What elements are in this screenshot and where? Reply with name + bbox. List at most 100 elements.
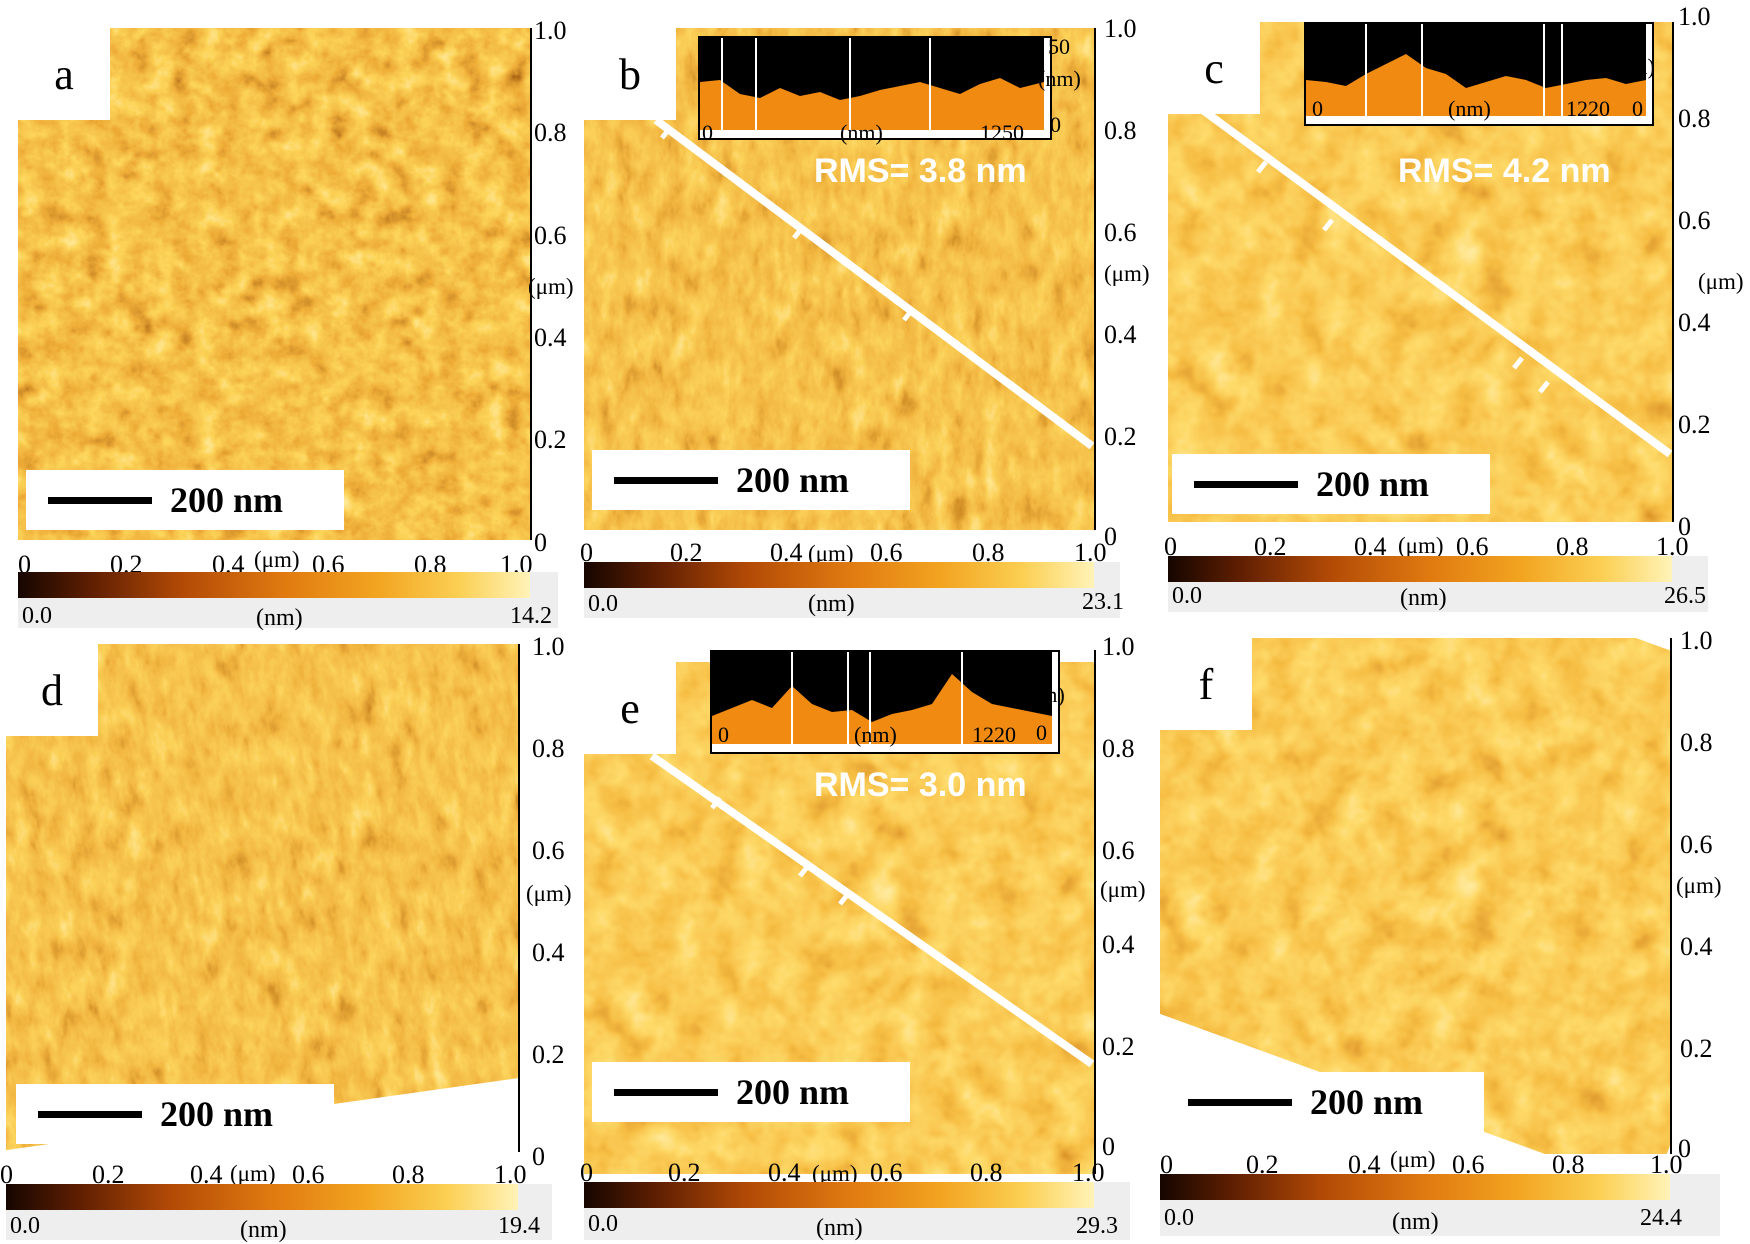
x-unit: (μm)	[1398, 533, 1444, 558]
y-tick: 0	[532, 1142, 545, 1171]
y-tick: 1.0	[1680, 626, 1713, 655]
panel-b: b 50 (nm) 0 0 (nm) 1250 RMS= 3.8 nm 200 …	[580, 0, 1160, 630]
scale-bar-label: 200 nm	[736, 1072, 850, 1112]
panel-label: b	[584, 28, 676, 120]
y-tick: 0.2	[534, 425, 567, 454]
colorbar	[1168, 556, 1672, 582]
colorbar-min: 0.0	[1164, 1205, 1194, 1231]
y-tick: 0	[534, 528, 547, 557]
y-tick: 1.0	[1678, 2, 1711, 31]
panel-label: a	[18, 28, 110, 120]
scale-bar-label: 200 nm	[170, 480, 284, 520]
panel-f: f 200 nm 1.0 0.8 0.6 (μm) 0.4 0.2 0 0 0.…	[1160, 626, 1750, 1244]
y-tick: 0.8	[1102, 734, 1135, 763]
y-unit: (μm)	[1104, 261, 1150, 286]
colorbar-min: 0.0	[588, 591, 618, 617]
line-profile-inset: 50 (nm) 0 0 (nm) 1250	[698, 36, 1081, 144]
y-tick: 0	[1104, 522, 1117, 551]
x-tick: 0.4	[1354, 532, 1387, 561]
inset-x-max: 1250	[980, 120, 1024, 145]
x-tick: 0.2	[92, 1160, 125, 1189]
inset-y-min: 0	[1050, 112, 1061, 137]
x-unit: (μm)	[808, 541, 854, 566]
scale-bar	[614, 1088, 718, 1096]
rms-label: RMS= 3.8 nm	[814, 152, 1027, 190]
y-tick: 1.0	[1104, 14, 1137, 43]
x-tick: 0.2	[668, 1158, 701, 1187]
panel-d: d 200 nm 1.0 0.8 0.6 (μm) 0.4 0.2 0 0 0.…	[0, 630, 575, 1244]
colorbar-unit: (nm)	[240, 1217, 287, 1243]
y-tick: 0.4	[1104, 320, 1137, 349]
y-tick: 0.6	[534, 221, 567, 250]
height-profile	[712, 674, 1052, 744]
y-tick: 0.2	[1102, 1032, 1135, 1061]
profile-marker	[902, 308, 914, 322]
x-tick: 0	[0, 1160, 13, 1189]
scale-bar-box: 200 nm	[16, 1084, 334, 1144]
colorbar-min: 0.0	[588, 1211, 618, 1237]
profile-marker	[1256, 160, 1268, 174]
x-tick: 1.0	[1072, 1158, 1105, 1187]
y-tick: 0.8	[534, 118, 567, 147]
y-tick: 0.8	[1104, 116, 1137, 145]
profile-marker	[1322, 218, 1334, 232]
colorbar-max: 23.1	[1082, 589, 1124, 615]
colorbar-max: 29.3	[1076, 1213, 1118, 1239]
scale-bar-label: 200 nm	[1316, 464, 1430, 504]
x-tick: 0.2	[1254, 532, 1287, 561]
y-unit: (μm)	[1676, 873, 1722, 898]
x-tick: 0.6	[870, 538, 903, 567]
x-tick: 0.6	[292, 1160, 325, 1189]
y-tick: 1.0	[1102, 632, 1135, 661]
colorbar-unit: (nm)	[1400, 585, 1447, 611]
x-unit: (μm)	[1390, 1147, 1436, 1172]
x-tick: 0	[1160, 1150, 1173, 1179]
scale-bar-box: 200 nm	[592, 1062, 910, 1122]
y-axis-line	[1094, 28, 1096, 530]
x-tick: 0.4	[768, 1158, 801, 1187]
inset-y-max: 50	[1618, 22, 1640, 47]
x-unit: (μm)	[254, 547, 300, 572]
colorbar-max: 24.4	[1640, 1205, 1682, 1231]
y-tick: 0.8	[1680, 728, 1713, 757]
y-tick: 0.6	[1102, 836, 1135, 865]
colorbar	[584, 562, 1094, 588]
line-profile-inset: 50 (nm) 0 0 (nm) 1220	[710, 650, 1065, 754]
y-tick: 0	[1102, 1132, 1115, 1161]
rms-label: RMS= 3.0 nm	[814, 766, 1027, 804]
panel-c: c 50 (nm) 0 0 (nm) 1220 RMS= 4.2 nm 200 …	[1160, 0, 1750, 630]
panel-a: a 200 nm 1.0 0.8 0.6 (μm) 0.4 0.2 0 0 0.…	[0, 0, 574, 630]
scale-bar	[614, 476, 718, 484]
y-unit: (μm)	[526, 881, 572, 906]
y-tick: 0.2	[1678, 410, 1711, 439]
inset-x-unit: (nm)	[1448, 96, 1491, 121]
y-tick: 1.0	[532, 632, 565, 661]
y-tick: 0.4	[532, 938, 565, 967]
x-tick: 0.2	[670, 538, 703, 567]
inset-y-min: 0	[1632, 96, 1643, 121]
y-unit: (μm)	[1100, 877, 1146, 902]
panel-label: d	[6, 644, 98, 736]
inset-y-min: 0	[1036, 720, 1047, 745]
y-tick: 0.4	[1680, 932, 1713, 961]
scale-bar-label: 200 nm	[1310, 1082, 1424, 1122]
y-tick: 0.2	[1680, 1034, 1713, 1063]
y-axis-line	[530, 28, 532, 540]
height-profile	[700, 78, 1044, 130]
scale-bar-box: 200 nm	[1166, 1072, 1484, 1132]
y-unit: (μm)	[528, 274, 574, 299]
colorbar-min: 0.0	[10, 1213, 40, 1239]
y-tick: 0.8	[1678, 104, 1711, 133]
x-tick: 0.4	[770, 538, 803, 567]
y-tick: 0.4	[534, 323, 567, 352]
x-tick: 0.6	[870, 1158, 903, 1187]
y-unit: (μm)	[1698, 269, 1744, 294]
x-tick: 0.4	[190, 1160, 223, 1189]
rms-label: RMS= 4.2 nm	[1398, 152, 1611, 190]
inset-x-min: 0	[1312, 96, 1323, 121]
colorbar-max: 19.4	[498, 1213, 540, 1239]
colorbar-unit: (nm)	[1392, 1209, 1439, 1235]
scale-bar	[48, 496, 152, 504]
colorbar-max: 14.2	[510, 603, 552, 629]
x-tick: 0	[1164, 532, 1177, 561]
